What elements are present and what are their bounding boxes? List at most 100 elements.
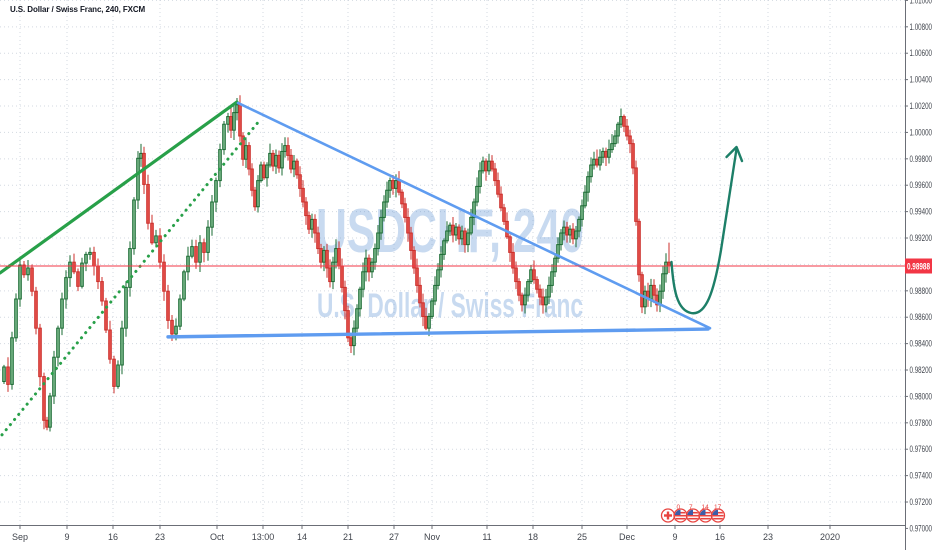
price-tick-label[interactable]: 0.98200 [910, 365, 932, 375]
candle-body [520, 294, 524, 306]
price-tick-label[interactable]: 1.00000 [910, 127, 932, 137]
price-tick-label[interactable]: 1.00200 [910, 101, 932, 111]
candle-body [442, 240, 446, 255]
time-tick-label[interactable]: 18 [528, 532, 538, 542]
candle-body [154, 235, 158, 244]
time-tick-label[interactable]: 9 [672, 532, 677, 542]
candle-body [340, 265, 344, 288]
price-tick-label[interactable]: 0.98800 [910, 286, 932, 296]
time-tick-label[interactable]: 23 [155, 532, 165, 542]
time-tick-label[interactable]: 27 [389, 532, 399, 542]
candle-body [550, 271, 554, 286]
candle-body [424, 315, 428, 329]
candle-body [376, 232, 380, 250]
candle-body [72, 261, 76, 273]
time-tick-label[interactable]: Sep [12, 532, 28, 542]
price-tick-label[interactable]: 1.00600 [910, 48, 932, 58]
price-tick-label[interactable]: 1.01000 [910, 0, 932, 5]
candle-body [559, 232, 563, 246]
time-tick-label[interactable]: Dec [619, 532, 636, 542]
price-tick-label[interactable]: 0.99200 [910, 233, 932, 243]
candle-body [253, 189, 257, 208]
us-event-flag-icon[interactable] [710, 508, 726, 523]
price-tick-label[interactable]: 0.97400 [910, 471, 932, 481]
candle-body [580, 205, 584, 220]
candle-body [146, 183, 150, 224]
price-tick-label[interactable]: 0.97000 [910, 523, 932, 533]
price-tick-label[interactable]: 0.97600 [910, 444, 932, 454]
projection-arrow-curve[interactable] [670, 147, 738, 315]
candle-body [625, 125, 629, 137]
candle-body [68, 261, 72, 279]
candle-body [88, 251, 92, 255]
candle-body [274, 154, 278, 167]
time-tick-label[interactable]: 9 [64, 532, 69, 542]
ascending-support-solid[interactable] [0, 100, 239, 275]
candle-body [556, 244, 560, 259]
price-tick-label[interactable]: 0.99400 [910, 207, 932, 217]
price-tick-label[interactable]: 1.00800 [910, 22, 932, 32]
candle-body [595, 158, 599, 166]
candle-body [415, 267, 419, 286]
time-tick-label[interactable]: 21 [343, 532, 353, 542]
ascending-support-dotted[interactable] [0, 120, 260, 437]
candle-body [116, 364, 120, 387]
time-tick-label[interactable]: 11 [482, 532, 491, 542]
price-tick-label[interactable]: 0.99800 [910, 154, 932, 164]
triangle-lower-support[interactable] [166, 327, 710, 339]
candle-body [352, 327, 356, 347]
projection-arrow-drawing[interactable] [670, 145, 744, 315]
time-tick-label[interactable]: 25 [577, 532, 587, 542]
candle-body [547, 284, 551, 298]
price-tick-label[interactable]: 0.98600 [910, 312, 932, 322]
price-tick-label[interactable]: 1.00400 [910, 75, 932, 85]
price-tick-label[interactable]: 0.98400 [910, 339, 932, 349]
economic-events-row[interactable]: 0 7 14 17 [660, 504, 726, 523]
us-event-flag-icon[interactable] [673, 508, 688, 523]
price-tick-label[interactable]: 0.99600 [910, 180, 932, 190]
time-tick-label[interactable]: 2020 [820, 532, 840, 542]
time-tick-label[interactable]: 23 [763, 532, 773, 542]
candle-body [466, 232, 470, 246]
candle-body [379, 216, 383, 234]
candle-body [232, 112, 236, 131]
candle-body [610, 143, 614, 151]
candle-body [370, 261, 374, 273]
price-tick-label[interactable]: 0.97800 [910, 418, 932, 428]
swiss-event-flag-icon[interactable] [660, 508, 676, 523]
time-tick-label[interactable]: Nov [424, 532, 441, 542]
price-tick-label[interactable]: 0.97200 [910, 497, 932, 507]
time-tick-label[interactable]: Oct [210, 532, 225, 542]
candle-body [652, 284, 656, 296]
time-tick-label[interactable]: 16 [108, 532, 118, 542]
time-tick-label[interactable]: 14 [297, 532, 307, 542]
candle-body [60, 298, 64, 329]
candle-body [52, 356, 56, 397]
candle-body [385, 189, 389, 203]
candle-body [310, 218, 314, 230]
time-tick-label[interactable]: 13:00 [252, 532, 275, 542]
candle-body [343, 286, 347, 312]
candle-body [622, 116, 626, 127]
time-tick-label[interactable]: 16 [715, 532, 725, 542]
candle-body [667, 261, 671, 267]
trendline-drawings[interactable] [0, 100, 712, 437]
candle-body [463, 230, 467, 246]
candle-body [30, 267, 34, 292]
candle-body [568, 228, 572, 236]
candle-body [34, 290, 38, 329]
candle-body [2, 366, 6, 383]
candle-body [42, 376, 46, 421]
triangle-upper-resistance[interactable] [236, 101, 712, 330]
candle-body [48, 395, 52, 428]
candle-body [517, 281, 521, 296]
us-event-flag-icon[interactable] [685, 508, 701, 523]
candle-body [661, 273, 665, 292]
candle-body [100, 281, 104, 302]
candle-body [158, 235, 162, 263]
candlestick-series[interactable] [2, 95, 671, 432]
price-tick-label[interactable]: 0.98000 [910, 391, 932, 401]
candle-body [229, 116, 233, 131]
